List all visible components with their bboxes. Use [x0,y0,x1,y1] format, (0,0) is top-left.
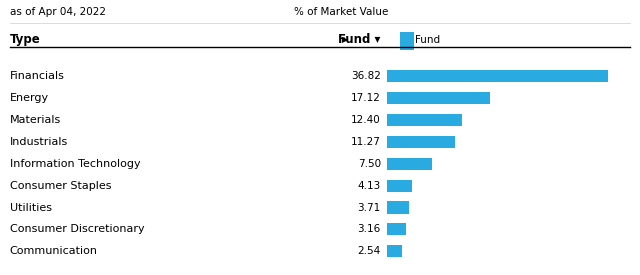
Bar [387,136,455,148]
Text: Fund: Fund [415,35,440,45]
Text: 4.13: 4.13 [358,181,381,191]
Text: 11.27: 11.27 [351,137,381,147]
Text: Information Technology: Information Technology [10,159,140,169]
Text: Materials: Materials [10,115,61,125]
Text: 12.40: 12.40 [351,115,381,125]
Text: Type: Type [10,33,40,46]
Text: Consumer Discretionary: Consumer Discretionary [10,224,144,235]
Bar [387,202,410,214]
Bar [387,114,461,126]
Text: 7.50: 7.50 [358,159,381,169]
Text: 3.16: 3.16 [358,224,381,235]
Bar [387,70,608,82]
Bar [387,245,403,257]
Bar [387,158,432,170]
Text: ▶: ▶ [342,35,349,44]
Text: Utilities: Utilities [10,202,52,213]
Text: 2.54: 2.54 [358,246,381,256]
Text: 17.12: 17.12 [351,93,381,103]
Bar [387,180,412,192]
Text: 3.71: 3.71 [358,202,381,213]
Text: as of Apr 04, 2022: as of Apr 04, 2022 [10,7,106,17]
Text: % of Market Value: % of Market Value [294,7,388,17]
Text: 36.82: 36.82 [351,71,381,81]
Text: Financials: Financials [10,71,65,81]
Text: Communication: Communication [10,246,97,256]
Text: Industrials: Industrials [10,137,68,147]
Text: Fund ▾: Fund ▾ [339,33,381,46]
Text: Energy: Energy [10,93,49,103]
Text: Consumer Staples: Consumer Staples [10,181,111,191]
Bar [387,223,406,235]
Bar [387,92,490,104]
